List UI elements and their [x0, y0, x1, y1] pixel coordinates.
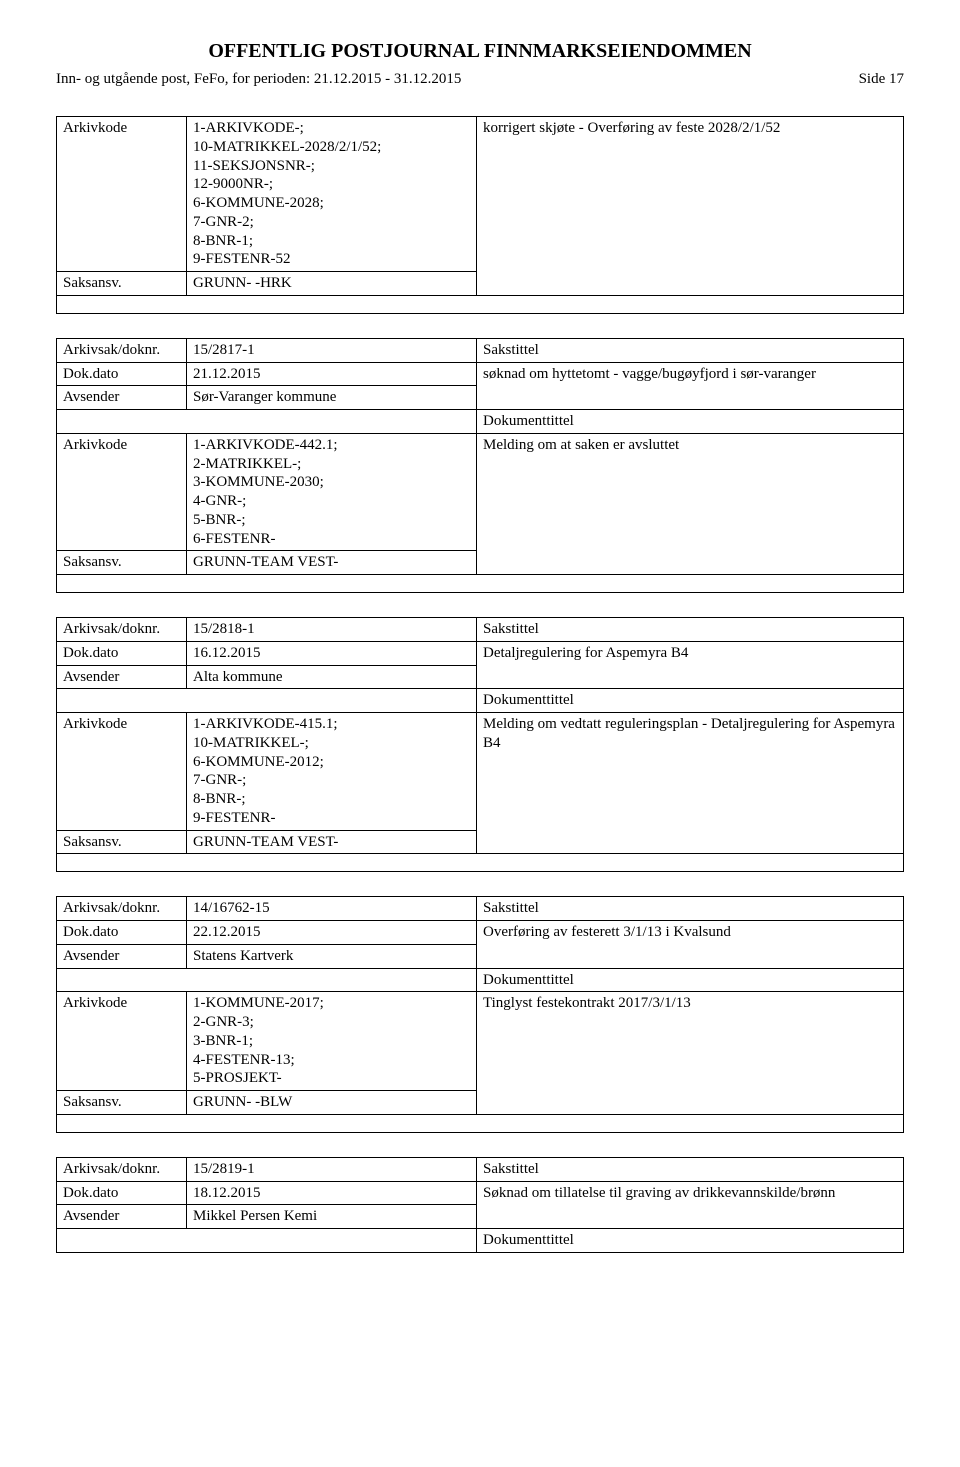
table-row — [57, 575, 904, 593]
table-row: Dok.dato 18.12.2015 Søknad om tillatelse… — [57, 1181, 904, 1205]
value-doknr: 15/2818-1 — [187, 618, 477, 642]
value-saksansv: GRUNN- -HRK — [187, 272, 477, 296]
label-dokumenttittel: Dokumenttittel — [477, 968, 904, 992]
table-row: Dok.dato 22.12.2015 Overføring av fester… — [57, 921, 904, 945]
journal-entry: Arkivsak/doknr. 15/2819-1 Sakstittel Dok… — [56, 1157, 904, 1253]
value-avsender: Mikkel Persen Kemi — [187, 1205, 477, 1229]
page-title: OFFENTLIG POSTJOURNAL FINNMARKSEIENDOMME… — [56, 40, 904, 63]
value-doknr: 15/2817-1 — [187, 338, 477, 362]
label-sakstittel: Sakstittel — [477, 897, 904, 921]
label-arkivkode: Arkivkode — [57, 713, 187, 831]
value-sakstittel: Søknad om tillatelse til graving av drik… — [477, 1181, 904, 1229]
entry-table: Arkivsak/doknr. 15/2819-1 Sakstittel Dok… — [56, 1157, 904, 1253]
value-saksansv: GRUNN-TEAM VEST- — [187, 830, 477, 854]
label-dokdato: Dok.dato — [57, 362, 187, 386]
label-sakstittel: Sakstittel — [477, 338, 904, 362]
value-sakstittel: Detaljregulering for Aspemyra B4 — [477, 641, 904, 689]
label-avsender: Avsender — [57, 944, 187, 968]
value-saksansv: GRUNN- -BLW — [187, 1091, 477, 1115]
label-dokumenttittel: Dokumenttittel — [477, 410, 904, 434]
journal-entry: Arkivsak/doknr. 15/2818-1 Sakstittel Dok… — [56, 617, 904, 872]
value-saksansv: GRUNN-TEAM VEST- — [187, 551, 477, 575]
table-row: Dokumenttittel — [57, 689, 904, 713]
value-dokumenttittel: Tinglyst festekontrakt 2017/3/1/13 — [477, 992, 904, 1115]
value-sakstittel: søknad om hyttetomt - vagge/bugøyfjord i… — [477, 362, 904, 410]
value-doknr: 15/2819-1 — [187, 1157, 477, 1181]
page-side: Side 17 — [859, 71, 904, 88]
label-saksansv: Saksansv. — [57, 272, 187, 296]
value-dokdato: 18.12.2015 — [187, 1181, 477, 1205]
table-row: Arkivsak/doknr. 14/16762-15 Sakstittel — [57, 897, 904, 921]
entry-table: Arkivkode 1-ARKIVKODE-; 10-MATRIKKEL-202… — [56, 116, 904, 314]
value-dokumenttittel: Melding om vedtatt reguleringsplan - Det… — [477, 713, 904, 854]
journal-entry: Arkivsak/doknr. 14/16762-15 Sakstittel D… — [56, 896, 904, 1133]
table-row: Arkivkode 1-ARKIVKODE-; 10-MATRIKKEL-202… — [57, 117, 904, 272]
value-doknr: 14/16762-15 — [187, 897, 477, 921]
journal-entry: Arkivsak/doknr. 15/2817-1 Sakstittel Dok… — [56, 338, 904, 593]
table-row — [57, 295, 904, 313]
value-sakstittel: Overføring av festerett 3/1/13 i Kvalsun… — [477, 921, 904, 969]
value-arkivkode: 1-KOMMUNE-2017; 2-GNR-3; 3-BNR-1; 4-FEST… — [187, 992, 477, 1091]
label-saksansv: Saksansv. — [57, 830, 187, 854]
label-dokdato: Dok.dato — [57, 921, 187, 945]
label-arkivkode: Arkivkode — [57, 433, 187, 551]
label-arkivsak-doknr: Arkivsak/doknr. — [57, 897, 187, 921]
entry-table: Arkivsak/doknr. 15/2817-1 Sakstittel Dok… — [56, 338, 904, 593]
table-row: Dokumenttittel — [57, 1229, 904, 1253]
value-arkivkode: 1-ARKIVKODE-442.1; 2-MATRIKKEL-; 3-KOMMU… — [187, 433, 477, 551]
label-arkivkode: Arkivkode — [57, 992, 187, 1091]
value-avsender: Alta kommune — [187, 665, 477, 689]
label-dokumenttittel: Dokumenttittel — [477, 1229, 904, 1253]
label-dokdato: Dok.dato — [57, 1181, 187, 1205]
entry-table: Arkivsak/doknr. 15/2818-1 Sakstittel Dok… — [56, 617, 904, 872]
value-dokdato: 21.12.2015 — [187, 362, 477, 386]
value-arkivkode: 1-ARKIVKODE-415.1; 10-MATRIKKEL-; 6-KOMM… — [187, 713, 477, 831]
table-row — [57, 1114, 904, 1132]
table-row: Dok.dato 16.12.2015 Detaljregulering for… — [57, 641, 904, 665]
label-arkivsak-doknr: Arkivsak/doknr. — [57, 1157, 187, 1181]
label-sakstittel: Sakstittel — [477, 1157, 904, 1181]
table-row: Dokumenttittel — [57, 410, 904, 434]
label-avsender: Avsender — [57, 386, 187, 410]
value-avsender: Statens Kartverk — [187, 944, 477, 968]
table-row: Arkivsak/doknr. 15/2817-1 Sakstittel — [57, 338, 904, 362]
label-dokumenttittel: Dokumenttittel — [477, 689, 904, 713]
label-saksansv: Saksansv. — [57, 1091, 187, 1115]
journal-entry: Arkivkode 1-ARKIVKODE-; 10-MATRIKKEL-202… — [56, 116, 904, 314]
label-saksansv: Saksansv. — [57, 551, 187, 575]
table-row: Arkivkode 1-ARKIVKODE-415.1; 10-MATRIKKE… — [57, 713, 904, 831]
table-row: Dokumenttittel — [57, 968, 904, 992]
table-row: Arkivsak/doknr. 15/2819-1 Sakstittel — [57, 1157, 904, 1181]
label-arkivkode: Arkivkode — [57, 117, 187, 272]
value-dokumenttittel: Melding om at saken er avsluttet — [477, 433, 904, 574]
label-arkivsak-doknr: Arkivsak/doknr. — [57, 338, 187, 362]
value-avsender: Sør-Varanger kommune — [187, 386, 477, 410]
value-desc: korrigert skjøte - Overføring av feste 2… — [477, 117, 904, 296]
label-avsender: Avsender — [57, 665, 187, 689]
table-row: Arkivsak/doknr. 15/2818-1 Sakstittel — [57, 618, 904, 642]
value-arkivkode: 1-ARKIVKODE-; 10-MATRIKKEL-2028/2/1/52; … — [187, 117, 477, 272]
period-text: Inn- og utgående post, FeFo, for periode… — [56, 71, 461, 88]
label-avsender: Avsender — [57, 1205, 187, 1229]
value-dokdato: 16.12.2015 — [187, 641, 477, 665]
table-row: Arkivkode 1-KOMMUNE-2017; 2-GNR-3; 3-BNR… — [57, 992, 904, 1091]
table-row: Dok.dato 21.12.2015 søknad om hyttetomt … — [57, 362, 904, 386]
table-row — [57, 854, 904, 872]
value-dokdato: 22.12.2015 — [187, 921, 477, 945]
entry-table: Arkivsak/doknr. 14/16762-15 Sakstittel D… — [56, 896, 904, 1133]
table-row: Arkivkode 1-ARKIVKODE-442.1; 2-MATRIKKEL… — [57, 433, 904, 551]
label-sakstittel: Sakstittel — [477, 618, 904, 642]
page-subhead: Inn- og utgående post, FeFo, for periode… — [56, 71, 904, 88]
label-arkivsak-doknr: Arkivsak/doknr. — [57, 618, 187, 642]
label-dokdato: Dok.dato — [57, 641, 187, 665]
